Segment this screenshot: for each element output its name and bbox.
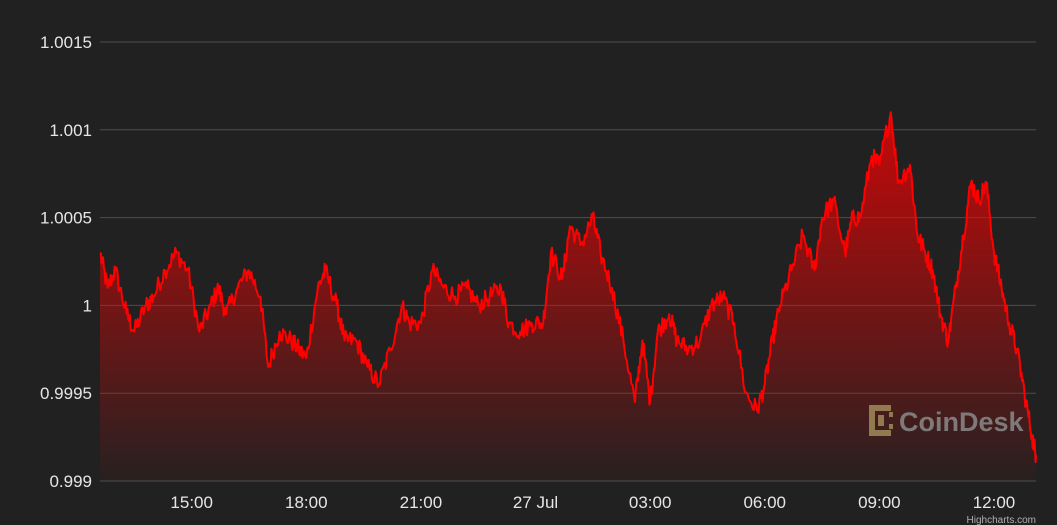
x-axis-ticks: 15:00 18:00 21:00 27 Jul 03:00 06:00 09:00 12:0… (170, 493, 1015, 512)
y-tick-label: 1.0005 (40, 209, 92, 228)
y-tick-label: 1 (83, 296, 92, 315)
x-tick-label: 09:00 (858, 493, 901, 512)
x-tick-label: 06:00 (743, 493, 786, 512)
y-axis-ticks: 0.999 0.9995 1 1.0005 1.001 1.0015 (40, 33, 92, 491)
y-tick-label: 0.999 (49, 472, 92, 491)
watermark-text: CoinDesk (899, 407, 1025, 437)
x-tick-label: 18:00 (285, 493, 328, 512)
coindesk-watermark: CoinDesk (869, 405, 1025, 437)
price-area-fill (100, 112, 1036, 481)
highcharts-credit[interactable]: Highcharts.com (967, 515, 1036, 525)
x-tick-label: 03:00 (629, 493, 672, 512)
x-tick-label: 21:00 (400, 493, 443, 512)
y-tick-label: 1.001 (49, 121, 92, 140)
x-tick-label: 27 Jul (513, 493, 558, 512)
y-tick-label: 0.9995 (40, 384, 92, 403)
x-tick-label: 15:00 (170, 493, 213, 512)
coindesk-logo-icon (869, 405, 893, 436)
y-tick-label: 1.0015 (40, 33, 92, 52)
price-line (99, 111, 1037, 464)
x-tick-label: 12:00 (973, 493, 1016, 512)
